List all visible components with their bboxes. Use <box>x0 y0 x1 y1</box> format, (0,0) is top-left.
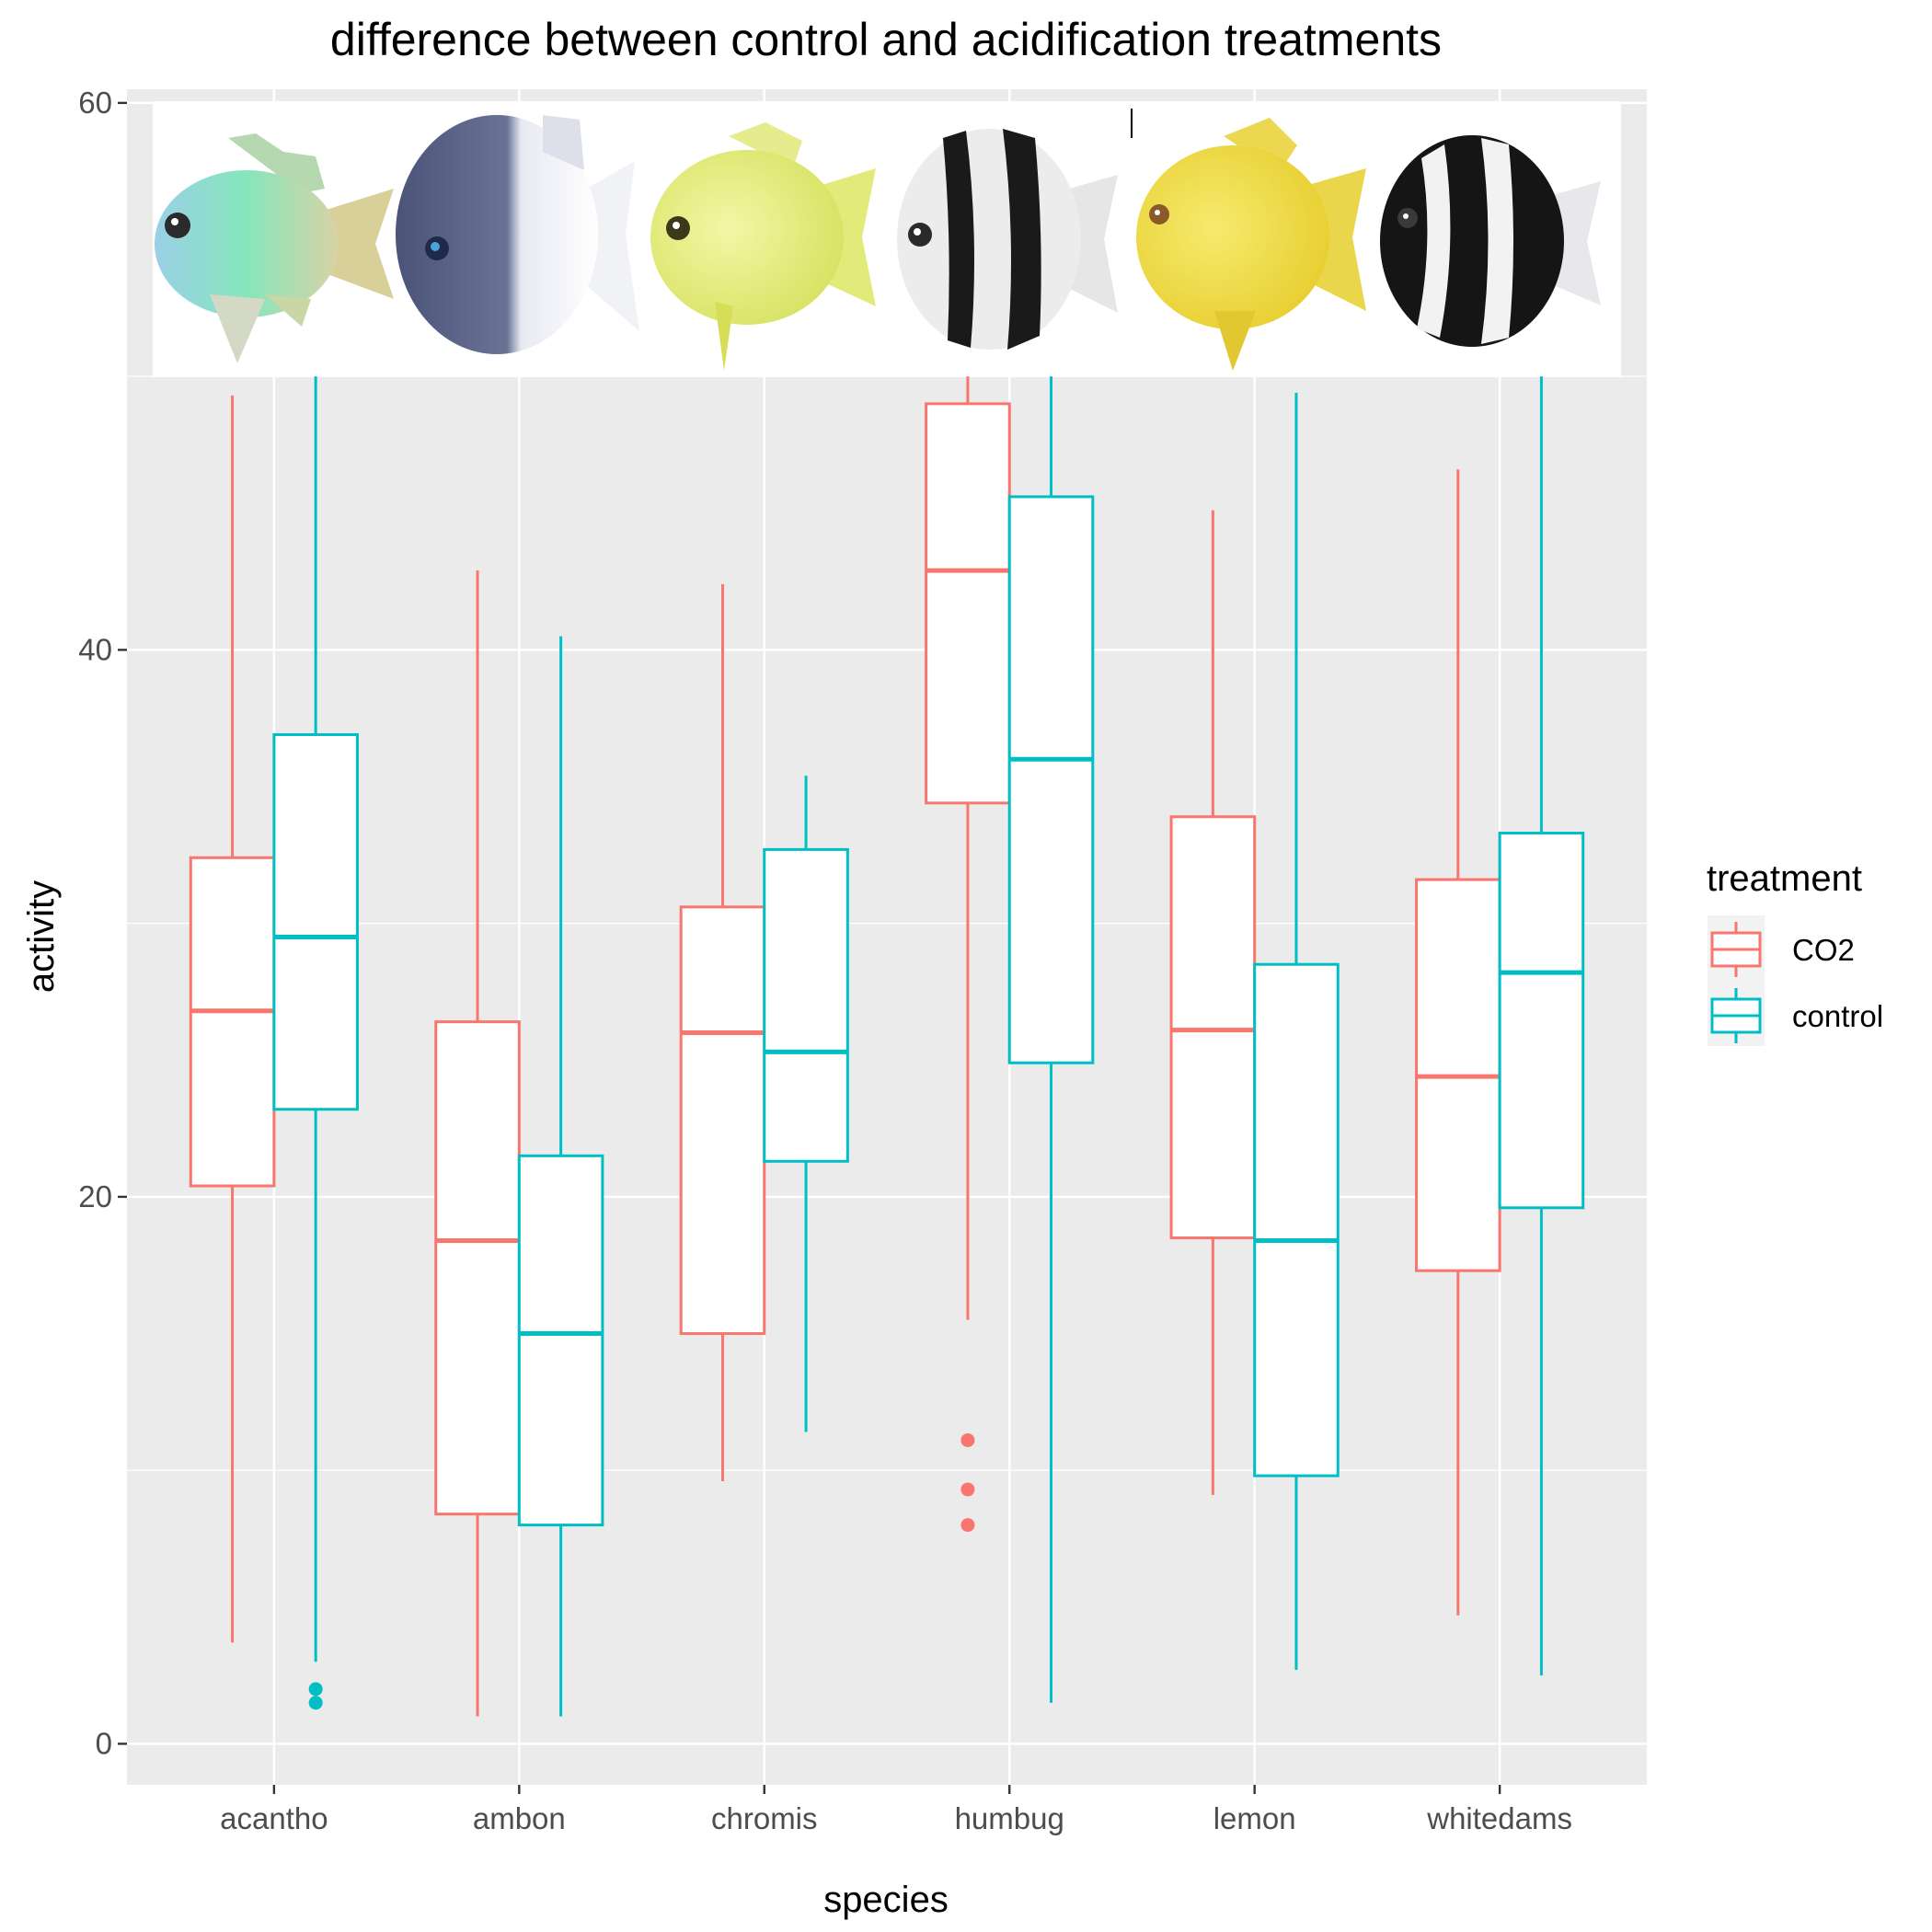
x-tick-label-whitedams: whitedams <box>1426 1801 1572 1835</box>
x-tick-label-humbug: humbug <box>955 1801 1064 1835</box>
y-tick-label: 20 <box>78 1179 112 1213</box>
fish-humbug-image <box>897 129 1118 350</box>
box-iqr <box>1498 832 1585 1210</box>
outlier-point <box>960 1518 975 1533</box>
y-tick-label: 40 <box>78 632 112 666</box>
outlier-point <box>308 1682 323 1696</box>
outlier-point <box>308 1696 323 1710</box>
box-iqr <box>1253 962 1340 1478</box>
legend-key-control <box>1710 988 1762 1043</box>
box-control-acantho <box>272 376 359 1710</box>
box-iqr <box>1007 495 1095 1064</box>
chart-title: difference between control and acidifica… <box>330 14 1442 65</box>
box-iqr <box>517 1154 604 1527</box>
x-axis: acantho ambon chromis humbug lemon whitedams <box>220 1785 1572 1835</box>
x-tick-label-lemon: lemon <box>1213 1801 1296 1835</box>
fish-lemon-image <box>1136 118 1366 371</box>
fish-image-strip <box>153 101 1621 377</box>
outlier-point <box>960 1482 975 1497</box>
box-co2-acantho <box>189 395 276 1643</box>
x-axis-title: species <box>823 1880 949 1920</box>
legend-title: treatment <box>1707 858 1862 899</box>
box-control-humbug <box>1007 376 1095 1703</box>
box-control-whitedams <box>1498 376 1585 1676</box>
outlier-point <box>960 1432 975 1447</box>
box-iqr <box>763 847 849 1163</box>
box-co2-lemon <box>1169 510 1257 1495</box>
fish-whitedams-image <box>1380 135 1601 347</box>
legend: treatment CO2 control <box>1707 858 1883 1046</box>
y-axis: 0 20 40 60 <box>78 86 127 1760</box>
y-tick-label: 0 <box>96 1726 112 1760</box>
fish-chromis-image <box>650 122 876 371</box>
box-control-ambon <box>517 636 604 1717</box>
box-iqr <box>189 856 276 1188</box>
legend-key-co2 <box>1710 922 1762 977</box>
box-iqr <box>272 733 359 1111</box>
y-axis-title: activity <box>21 880 62 993</box>
legend-label-control: control <box>1792 999 1883 1033</box>
box-control-chromis <box>763 776 849 1432</box>
y-tick-label: 60 <box>78 86 112 120</box>
box-co2-chromis <box>679 584 766 1482</box>
box-control-lemon <box>1253 392 1340 1671</box>
x-tick-label-chromis: chromis <box>711 1801 818 1835</box>
legend-keys <box>1710 922 1762 1043</box>
box-co2-ambon <box>434 570 521 1717</box>
box-iqr <box>925 402 1011 805</box>
box-co2-whitedams <box>1415 469 1501 1616</box>
fish-acantho-image <box>155 133 394 363</box>
fish-ambon-image <box>396 115 639 354</box>
legend-label-co2: CO2 <box>1792 933 1855 967</box>
box-iqr <box>1169 815 1257 1239</box>
x-tick-label-acantho: acantho <box>220 1801 328 1835</box>
boxplot-series <box>189 376 1585 1717</box>
x-tick-label-ambon: ambon <box>473 1801 566 1835</box>
box-iqr <box>434 1020 521 1516</box>
box-iqr <box>679 905 766 1336</box>
